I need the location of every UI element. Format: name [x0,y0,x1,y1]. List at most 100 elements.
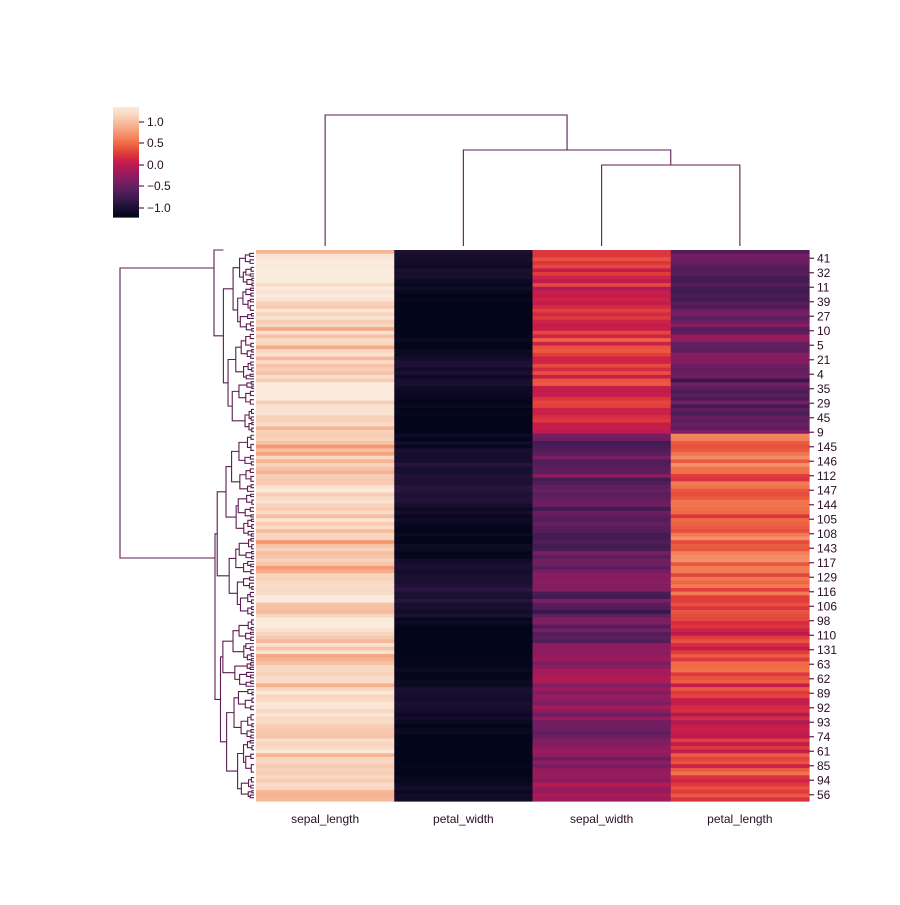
heatmap-cell [532,492,672,497]
heatmap-cell [256,371,395,376]
heatmap-cell [394,463,534,468]
heatmap-cell [532,738,672,743]
heatmap-cell [394,407,534,413]
heatmap-cell [532,764,672,769]
row-tick-label: 4 [817,367,824,381]
heatmap-cell [532,363,672,369]
heatmap-cell [670,613,810,618]
heatmap-cell [256,352,395,358]
row-tick-label: 39 [817,295,831,309]
heatmap-cell [256,767,395,773]
heatmap-cell [394,742,534,747]
heatmap-cell [670,426,810,431]
heatmap-cell [394,738,534,743]
heatmap-cell [532,547,672,552]
row-tick-label: 147 [817,483,837,497]
heatmap-cell [532,503,672,508]
row-tick-label: 143 [817,541,837,555]
heatmap-cell [532,657,672,663]
heatmap-cell [394,591,534,596]
heatmap-cell [394,290,534,295]
heatmap-cell [394,499,534,505]
heatmap-cell [532,602,672,607]
heatmap-cell [394,305,534,310]
heatmap-cell [256,742,395,747]
heatmap-cell [256,441,395,446]
heatmap-cell [394,279,534,284]
heatmap-cell [256,679,395,685]
heatmap-cell [532,319,672,325]
heatmap-cell [532,760,672,765]
heatmap-cell [670,367,810,372]
heatmap-cell [670,323,810,328]
column-tick-label: sepal_width [570,812,633,826]
heatmap-cell [256,786,395,791]
heatmap-cell [394,753,534,758]
heatmap-cell [256,470,395,475]
heatmap-cell [532,676,672,681]
heatmap-cell [670,374,810,380]
heatmap-cell [532,470,672,475]
heatmap-cell [670,712,810,718]
heatmap-cell [394,496,534,501]
heatmap-cell [256,602,395,607]
heatmap-cell [394,297,534,303]
heatmap-cell [394,771,534,776]
heatmap-cell [394,595,534,600]
heatmap-cell [256,452,395,457]
heatmap-cell [670,389,810,394]
heatmap-cell [256,503,395,508]
heatmap-cell [256,305,395,310]
heatmap-cell [670,643,810,648]
heatmap-cell [670,646,810,651]
heatmap-cell [394,433,534,438]
heatmap-cell [256,797,395,802]
heatmap-cell [670,609,810,615]
heatmap-cell [532,775,672,780]
heatmap-cell [394,621,534,626]
heatmap-cell [670,716,810,721]
heatmap-cell [670,745,810,751]
heatmap-cell [532,371,672,376]
heatmap-cell [394,712,534,718]
heatmap-cell [256,661,395,666]
heatmap-cell [256,404,395,409]
heatmap-cell [532,716,672,721]
heatmap-cell [394,775,534,780]
heatmap-cell [394,481,534,486]
heatmap-cell [256,709,395,714]
heatmap-cell [394,635,534,640]
heatmap-cell [532,404,672,409]
heatmap-cell [256,330,395,336]
heatmap-cell [532,514,672,519]
heatmap-cell [394,485,534,490]
heatmap-cell [532,687,672,692]
column-tick-label: petal_length [707,812,772,826]
heatmap-cell [670,562,810,567]
heatmap-cell [532,349,672,354]
heatmap-cell [256,705,395,710]
heatmap-cell [670,731,810,736]
heatmap-cell [532,422,672,427]
heatmap-cell [256,609,395,615]
heatmap-cell [256,345,395,350]
heatmap-cell [532,389,672,394]
heatmap-cell [532,720,672,725]
row-tick-label: 32 [817,266,831,280]
heatmap-cell [394,253,534,258]
heatmap-cell [670,668,810,674]
heatmap-cell [256,540,395,545]
heatmap-cell [394,701,534,707]
heatmap-cell [256,771,395,776]
heatmap-cell [256,510,395,516]
heatmap-cell [256,418,395,424]
heatmap-cell [256,437,395,442]
heatmap-cell [394,532,534,538]
heatmap-cell [532,396,672,402]
heatmap-cell [394,562,534,567]
heatmap-cell [532,540,672,545]
heatmap-cell [670,507,810,512]
heatmap-cell [670,330,810,336]
heatmap-cell [532,250,672,255]
